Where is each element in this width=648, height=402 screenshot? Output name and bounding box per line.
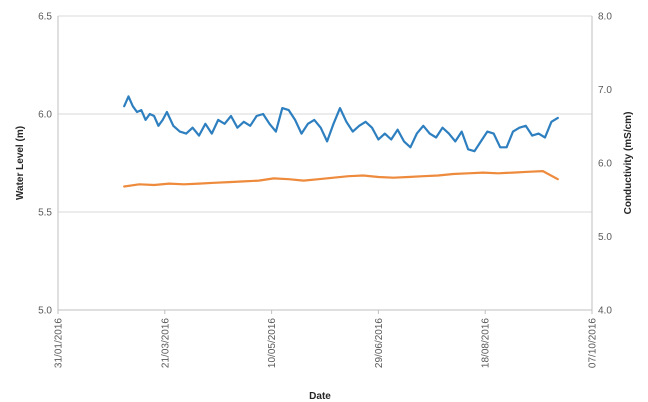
conductivity-line [123,170,559,188]
right-y-tick-label: 7.0 [598,85,612,96]
left-y-tick-label: 6.0 [38,110,52,121]
water-level-line [123,95,559,153]
left-y-tick-label: 5.5 [38,208,52,219]
left-y-axis-title: Water Level (m) [15,126,26,200]
right-y-tick-labels: 4.0 5.0 6.0 7.0 8.0 [598,12,612,317]
right-y-axis-title: Conductivity (mS/cm) [623,112,634,215]
right-y-tick-label: 8.0 [598,12,612,23]
right-y-tick-label: 6.0 [598,159,612,170]
left-y-tick-labels: 5.0 5.5 6.0 6.5 [38,12,52,317]
x-tick-labels: 31/01/2016 21/03/2016 10/05/2016 29/06/2016… [54,318,599,368]
x-tick-label: 31/01/2016 [54,318,65,368]
x-tick-label: 21/03/2016 [160,318,171,368]
x-tick-label: 10/05/2016 [267,318,278,368]
x-tick-label: 07/10/2016 [588,318,599,368]
left-y-tick-label: 5.0 [38,306,52,317]
left-y-tick-label: 6.5 [38,12,52,23]
data-series [123,95,559,188]
x-tick-label: 18/08/2016 [481,318,492,368]
plot-frame [57,16,593,314]
right-y-tick-label: 4.0 [598,306,612,317]
horizontal-gridlines [58,15,592,311]
right-y-tick-label: 5.0 [598,232,612,243]
x-tick-label: 29/06/2016 [374,318,385,368]
x-axis-title: Date [309,391,331,402]
